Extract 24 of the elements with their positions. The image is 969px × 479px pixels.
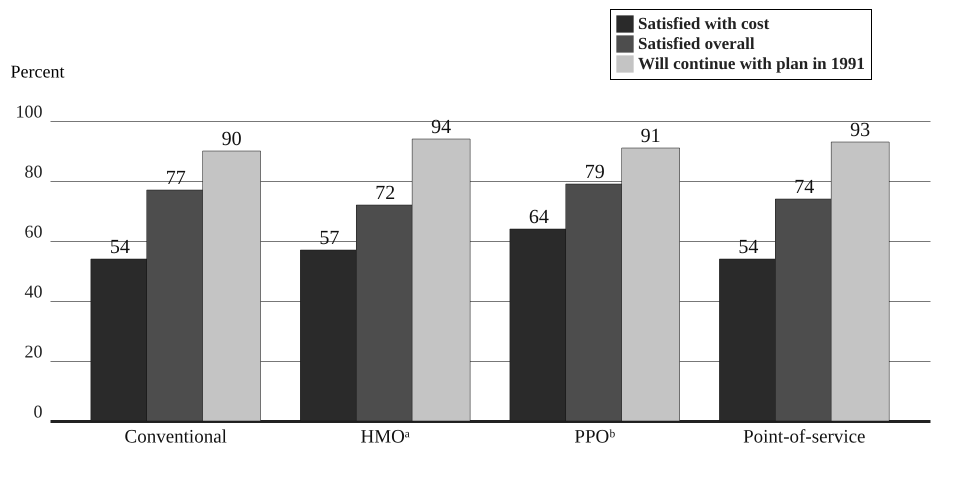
data-label: 90 [222, 128, 242, 150]
x-tick-label: HMOᵃ [360, 426, 410, 448]
x-tick-label: Point-of-service [743, 426, 866, 448]
data-label: 91 [640, 125, 661, 147]
y-tick-label: 80 [24, 162, 42, 182]
y-axis-title: Percent [10, 62, 64, 82]
data-label: 54 [110, 236, 130, 258]
legend-label: Will continue with plan in 1991 [638, 54, 865, 73]
x-tick-label: PPOᵇ [574, 426, 616, 448]
legend-label: Satisfied overall [638, 34, 755, 53]
data-label: 64 [528, 206, 549, 228]
x-tick-label: Conventional [124, 426, 227, 448]
data-label: 54 [738, 236, 758, 258]
legend-label: Satisfied with cost [638, 14, 770, 33]
y-tick-label: 60 [24, 222, 42, 242]
data-label: 94 [431, 116, 452, 138]
data-label: 72 [375, 182, 396, 204]
y-tick-label: 0 [34, 402, 42, 422]
data-label: 74 [794, 176, 814, 198]
y-tick-label: 40 [24, 282, 42, 302]
y-tick-label: 20 [24, 342, 42, 362]
y-tick-label: 100 [16, 102, 42, 122]
data-label: 79 [584, 161, 605, 183]
data-label: 93 [850, 119, 870, 141]
